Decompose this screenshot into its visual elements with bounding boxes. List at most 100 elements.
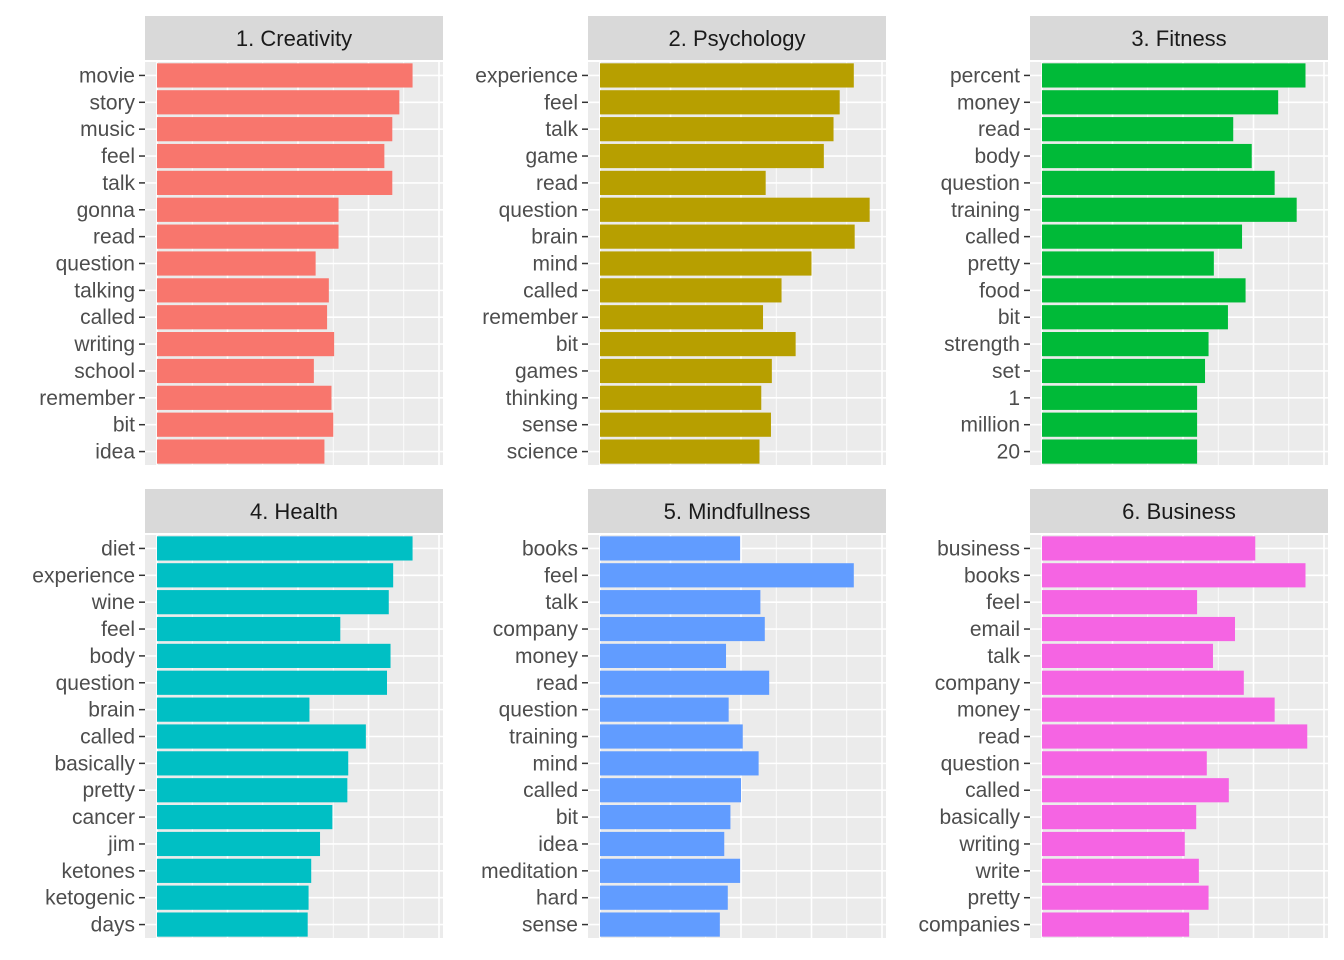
- bar-mindfullness-money: [600, 643, 727, 668]
- bar-health-cancer: [157, 805, 333, 830]
- bar-creativity-gonna: [157, 197, 339, 222]
- bar-fitness-1: [1042, 385, 1198, 410]
- bar-fitness-percent: [1042, 63, 1306, 88]
- bar-fitness-read: [1042, 117, 1234, 142]
- bar-creativity-school: [157, 358, 314, 384]
- panel-business: 6. Business business books feel email talk com…: [918, 489, 1328, 938]
- tick-label-called: called: [80, 306, 135, 329]
- tick-label-pretty: pretty: [967, 887, 1020, 910]
- tick-label-sense: sense: [522, 914, 578, 937]
- strip-business: [1030, 489, 1328, 533]
- tick-label-question: question: [941, 752, 1020, 775]
- tick-label-games: games: [515, 360, 578, 383]
- tick-label-read: read: [978, 118, 1020, 141]
- bar-health-ketogenic: [157, 885, 309, 910]
- tick-label-remember: remember: [482, 306, 578, 329]
- tick-label-20: 20: [997, 441, 1020, 464]
- bar-psychology-sense: [600, 412, 771, 437]
- tick-label-music: music: [80, 118, 135, 141]
- tick-label-called: called: [523, 779, 578, 802]
- bar-creativity-remember: [157, 385, 332, 410]
- tick-label-books: books: [522, 537, 578, 560]
- bar-mindfullness-idea: [600, 831, 725, 857]
- bar-business-feel: [1042, 590, 1198, 615]
- tick-label-experience: experience: [475, 64, 578, 87]
- bar-fitness-strength: [1042, 332, 1209, 357]
- tick-label-brain: brain: [531, 226, 578, 249]
- tick-label-movie: movie: [79, 64, 135, 87]
- tick-label-science: science: [507, 441, 578, 464]
- tick-label-mind: mind: [532, 752, 578, 775]
- tick-label-pretty: pretty: [82, 779, 135, 802]
- bar-health-pretty: [157, 778, 348, 803]
- tick-label-ketones: ketones: [61, 860, 135, 883]
- tick-label-gonna: gonna: [77, 199, 136, 222]
- tick-label-basically: basically: [939, 806, 1020, 829]
- bar-business-books: [1042, 563, 1306, 588]
- bar-psychology-question: [600, 197, 870, 222]
- strip-title: 3. Fitness: [1131, 26, 1226, 51]
- panel-creativity: 1. Creativity movie story music feel talk gonn…: [39, 16, 443, 465]
- tick-label-brain: brain: [88, 699, 135, 722]
- bar-psychology-thinking: [600, 385, 762, 410]
- tick-label-bit: bit: [113, 414, 135, 437]
- tick-label-money: money: [515, 645, 579, 668]
- bar-business-business: [1042, 536, 1256, 561]
- bar-creativity-talk: [157, 170, 393, 195]
- bar-psychology-games: [600, 358, 772, 384]
- bar-mindfullness-mind: [600, 751, 759, 776]
- tick-label-bit: bit: [556, 806, 578, 829]
- tick-label-body: body: [974, 145, 1020, 168]
- bar-health-feel: [157, 616, 341, 642]
- bar-psychology-read: [600, 170, 766, 195]
- tick-label-read: read: [978, 726, 1020, 749]
- tick-label-called: called: [523, 279, 578, 302]
- tick-label-jim: jim: [107, 833, 135, 856]
- bar-health-basically: [157, 751, 349, 776]
- bar-mindfullness-books: [600, 536, 741, 561]
- tick-label-email: email: [970, 618, 1020, 641]
- tick-label-days: days: [91, 914, 135, 937]
- strip-fitness: [1030, 16, 1328, 60]
- tick-label-percent: percent: [950, 64, 1020, 87]
- tick-label-meditation: meditation: [481, 860, 578, 883]
- bar-fitness-question: [1042, 170, 1275, 195]
- bar-creativity-talking: [157, 278, 329, 303]
- tick-label-money: money: [957, 91, 1021, 114]
- strip-mindfullness: [588, 489, 886, 533]
- tick-label-read: read: [536, 672, 578, 695]
- bar-creativity-called: [157, 305, 328, 330]
- tick-label-called: called: [965, 779, 1020, 802]
- tick-label-read: read: [93, 226, 135, 249]
- bar-health-body: [157, 643, 391, 668]
- tick-label-sense: sense: [522, 414, 578, 437]
- bar-psychology-feel: [600, 90, 840, 115]
- tick-label-mind: mind: [532, 253, 578, 276]
- bar-creativity-writing: [157, 332, 335, 357]
- bar-health-ketones: [157, 858, 312, 883]
- bar-psychology-mind: [600, 251, 812, 276]
- tick-label-write: write: [975, 860, 1020, 883]
- tick-label-feel: feel: [101, 618, 135, 641]
- bar-business-read: [1042, 724, 1308, 749]
- bar-fitness-food: [1042, 278, 1246, 303]
- tick-label-set: set: [992, 360, 1020, 383]
- tick-label-companies: companies: [918, 914, 1020, 937]
- tick-label-writing: writing: [958, 833, 1020, 856]
- panel-mindfullness: 5. Mindfullness books feel talk company money…: [481, 489, 886, 938]
- bar-creativity-music: [157, 117, 393, 142]
- tick-label-feel: feel: [544, 564, 578, 587]
- tick-label-books: books: [964, 564, 1020, 587]
- bar-fitness-training: [1042, 197, 1297, 222]
- bar-fitness-bit: [1042, 305, 1228, 330]
- bar-health-called: [157, 724, 366, 749]
- tick-label-question: question: [56, 672, 135, 695]
- tick-label-school: school: [74, 360, 135, 383]
- tick-label-talk: talk: [545, 591, 578, 614]
- tick-label-hard: hard: [536, 887, 578, 910]
- bar-psychology-game: [600, 143, 824, 169]
- tick-label-basically: basically: [54, 752, 135, 775]
- bar-mindfullness-feel: [600, 563, 854, 588]
- bar-psychology-remember: [600, 305, 764, 330]
- bar-health-experience: [157, 563, 394, 588]
